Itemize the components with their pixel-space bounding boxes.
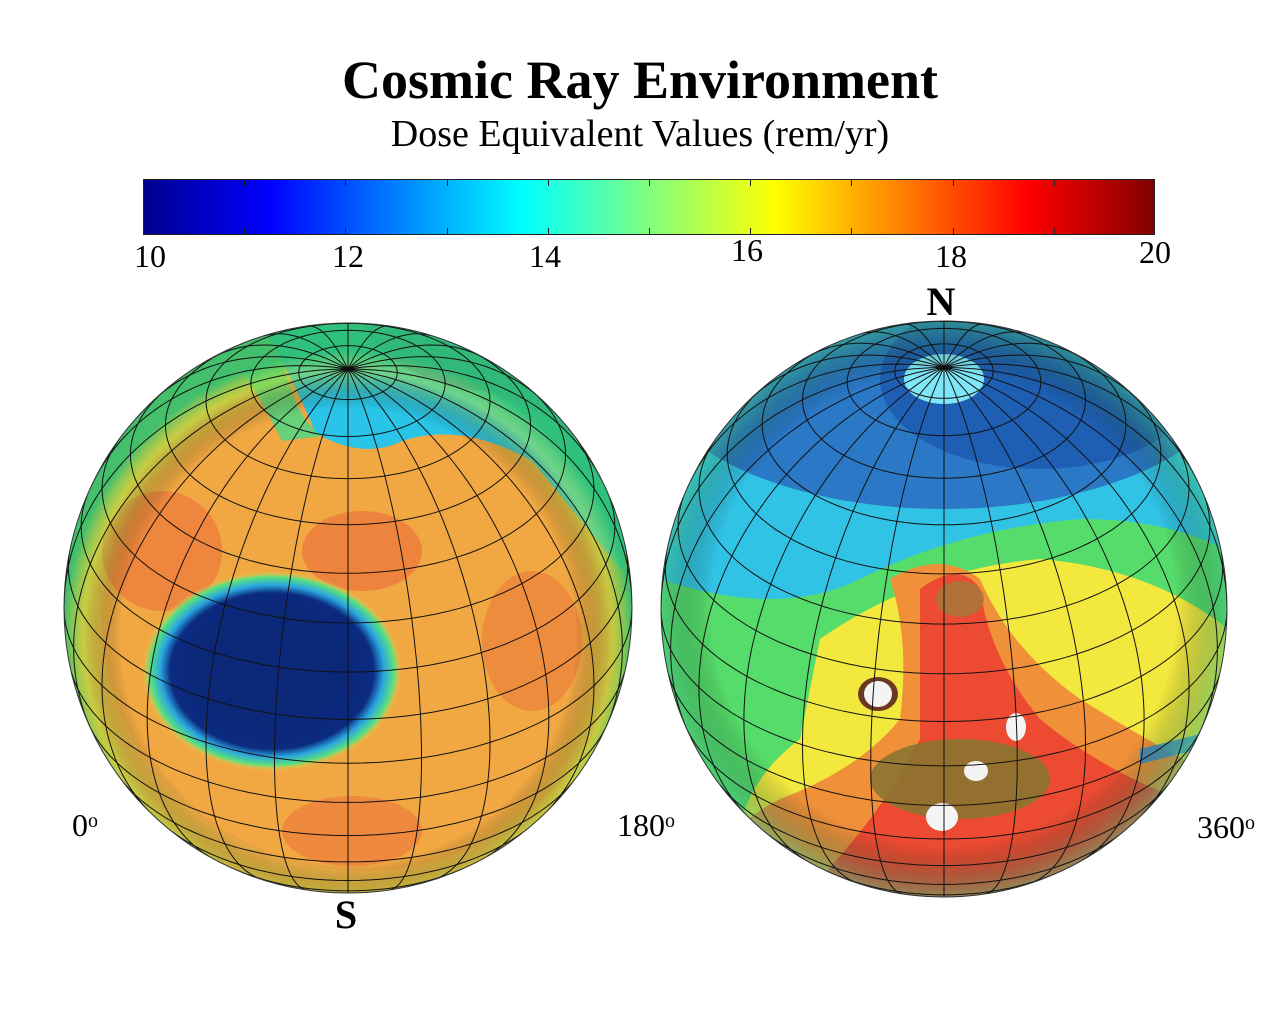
colorbar-tick	[345, 180, 347, 186]
colorbar-tick	[244, 180, 246, 186]
colorbar-tick-label: 16	[731, 232, 763, 268]
chart-subtitle: Dose Equivalent Values (rem/yr)	[390, 113, 890, 155]
colorbar-tick	[446, 180, 448, 186]
colorbar-tick	[345, 228, 347, 234]
pole-label-north: N	[926, 279, 956, 324]
colorbar-tick	[244, 228, 246, 234]
colorbar-tick-label: 14	[529, 238, 561, 274]
globe-north	[660, 320, 1228, 898]
lon-label-0: 0o	[72, 807, 98, 843]
colorbar-tick	[851, 180, 853, 186]
colorbar-tick	[649, 180, 650, 186]
chart-title: Cosmic Ray Environment	[341, 50, 938, 110]
lon-label-360: 360o	[1197, 809, 1255, 845]
colorbar-tick-label: 10	[134, 238, 166, 274]
colorbar-tick	[547, 228, 549, 234]
colorbar-tick-label: 20	[1139, 234, 1171, 270]
colorbar-tick	[1053, 228, 1055, 234]
globe-south	[63, 322, 633, 894]
colorbar	[143, 179, 1155, 235]
colorbar-tick	[649, 228, 650, 234]
colorbar-tick	[952, 180, 954, 186]
colorbar-tick-label: 12	[332, 238, 364, 274]
colorbar-tick-label: 18	[935, 238, 967, 274]
pole-label-south: S	[334, 892, 358, 937]
colorbar-tick	[547, 180, 549, 186]
colorbar-tick	[952, 228, 954, 234]
colorbar-tick	[446, 228, 448, 234]
colorbar-tick	[750, 180, 752, 186]
colorbar-tick	[1053, 180, 1055, 186]
colorbar-tick	[851, 228, 853, 234]
lon-label-180: 180o	[617, 807, 675, 843]
colorbar-tick	[750, 228, 752, 234]
